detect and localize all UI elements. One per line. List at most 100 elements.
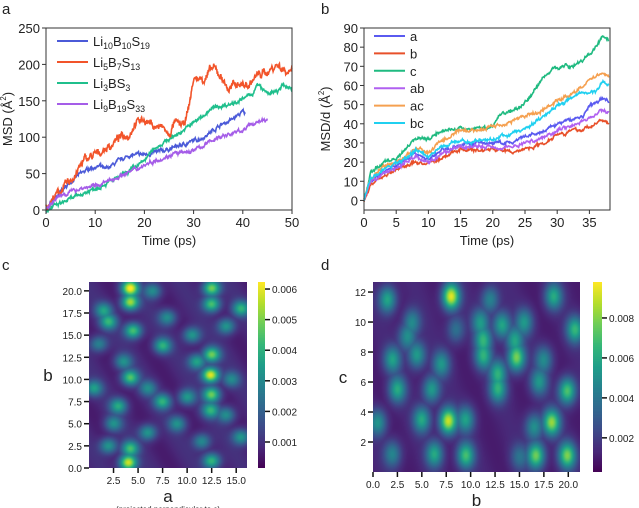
chart-d: 0.002 0.004 0.006 0.008 0.0 2.5 5.0 7.5 10.0 12.5… [339, 288, 635, 508]
series-line-bc [363, 78, 610, 202]
panel-label-a: a [2, 1, 11, 18]
y-tick-label: 10 [355, 318, 367, 329]
chart-a: 0 10 20 30 40 50 0 50 100 150 200 250 Time (ps) MSD (… [0, 21, 299, 248]
y-tick-label: 15.0 [63, 331, 83, 342]
x-tick-label: 20 [137, 215, 151, 230]
series-group [363, 34, 610, 202]
colorbar-tick-label: 0.008 [609, 314, 634, 325]
x-tick-label: 5 [393, 215, 400, 230]
legend-label-Li10B10S19: Li10B10S19 [93, 34, 150, 51]
y-tick-label: 0 [351, 193, 358, 208]
colorbar-tick-label: 0.004 [272, 346, 297, 357]
x-axis-note: (projected perpendicular to c) [116, 505, 220, 508]
y-tick-label: 200 [18, 57, 40, 72]
x-tick-label: 40 [236, 215, 250, 230]
legend-label-Li5B7S13: Li5B7S13 [93, 55, 140, 72]
x-axis-label: Time (ps) [142, 233, 196, 248]
y-tick-label: 12.5 [63, 353, 83, 364]
x-tick-label: 17.5 [534, 480, 554, 491]
chart-c: 0.001 0.002 0.003 0.004 0.005 0.006 2.5 5.0 7.5 1… [43, 285, 297, 508]
x-axis-label: Time (ps) [460, 233, 514, 248]
y-axis-label: MSD/d (Å2) [317, 86, 333, 151]
series-line-Li10B10S19 [45, 107, 246, 214]
chart-b: 0 5 10 15 20 25 30 35 0 10 20 30 40 50 60 70 80 90 Time (p… [317, 21, 611, 248]
y-tick-label: 7.5 [68, 398, 82, 409]
x-tick-label: 10 [88, 215, 102, 230]
y-axis-label: c [339, 368, 348, 387]
colorbar-d [593, 282, 602, 472]
panel-label-d: d [321, 257, 329, 274]
y-tick-label: 80 [344, 40, 358, 55]
x-tick-label: 2.5 [107, 476, 121, 487]
y-tick-label: 20 [344, 155, 358, 170]
series-line-Li9B19S33 [45, 116, 268, 210]
x-tick-label: 30 [550, 215, 564, 230]
x-tick-label: 15.0 [226, 476, 246, 487]
series-line-b [363, 118, 610, 202]
y-tick-label: 60 [344, 78, 358, 93]
colorbar-tick-label: 0.002 [609, 434, 634, 445]
x-axis-label: b [472, 491, 481, 508]
y-tick-label: 100 [18, 130, 40, 145]
y-axis-label: MSD (Å2) [0, 92, 15, 146]
colorbar-tick-label: 0.004 [609, 394, 634, 405]
y-tick-label: 40 [344, 117, 358, 132]
x-tick-label: 0 [42, 215, 49, 230]
x-tick-label: 2.5 [390, 480, 404, 491]
colorbar-tick-label: 0.005 [272, 316, 297, 327]
x-tick-label: 0.0 [366, 480, 380, 491]
x-tick-label: 12.5 [202, 476, 222, 487]
y-tick-label: 17.5 [63, 309, 83, 320]
x-tick-label: 15.0 [510, 480, 530, 491]
legend-label-Li3BS3: Li3BS3 [93, 76, 130, 93]
x-axis-label: a [163, 487, 173, 506]
series-line-Li5B7S13 [45, 61, 293, 210]
y-tick-label: 8 [360, 348, 366, 359]
colorbar-tick-label: 0.001 [272, 438, 297, 449]
y-tick-label: 90 [344, 21, 358, 36]
y-tick-label: 2.5 [68, 442, 82, 453]
y-tick-label: 50 [344, 98, 358, 113]
y-tick-label: 250 [18, 21, 40, 36]
y-tick-label: 12 [355, 288, 367, 299]
colorbar-c [258, 282, 265, 468]
x-tick-label: 7.5 [156, 476, 170, 487]
x-tick-label: 5.0 [415, 480, 429, 491]
x-tick-label: 20.0 [559, 480, 579, 491]
x-tick-label: 50 [285, 215, 299, 230]
x-tick-label: 20 [486, 215, 500, 230]
y-tick-label: 50 [26, 167, 40, 182]
x-tick-label: 35 [582, 215, 596, 230]
x-tick-label: 10 [421, 215, 435, 230]
series-line-ac [363, 72, 610, 200]
x-tick-label: 25 [518, 215, 532, 230]
legend-label-Li9B19S33: Li9B19S33 [93, 97, 145, 114]
plot-frame [45, 27, 293, 211]
x-tick-label: 10.0 [177, 476, 197, 487]
y-tick-label: 150 [18, 94, 40, 109]
legend-label-bc: bc [410, 116, 424, 131]
y-tick-label: 30 [344, 136, 358, 151]
y-tick-label: 20.0 [63, 287, 83, 298]
colorbar-tick-label: 0.006 [609, 354, 634, 365]
y-tick-label: 2 [360, 438, 366, 449]
y-axis-label: b [43, 366, 52, 385]
x-tick-label: 12.5 [485, 480, 505, 491]
series-group [45, 61, 293, 214]
plot-frame [363, 27, 611, 211]
legend-label-c: c [410, 64, 417, 79]
legend-label-ac: ac [410, 99, 424, 114]
legend: Li10B10S19 Li5B7S13 Li3BS3 Li9B19S33 [57, 34, 150, 114]
panel-label-b: b [321, 1, 329, 18]
series-line-ab [363, 107, 610, 201]
y-tick-label: 10 [344, 174, 358, 189]
series-line-Li3BS3 [45, 81, 293, 214]
heatmap-d-image [373, 282, 580, 472]
x-tick-label: 30 [186, 215, 200, 230]
colorbar-tick-label: 0.006 [272, 285, 297, 296]
colorbar-tick-label: 0.003 [272, 377, 297, 388]
panel-label-c: c [2, 257, 10, 274]
x-tick-label: 0 [360, 215, 367, 230]
